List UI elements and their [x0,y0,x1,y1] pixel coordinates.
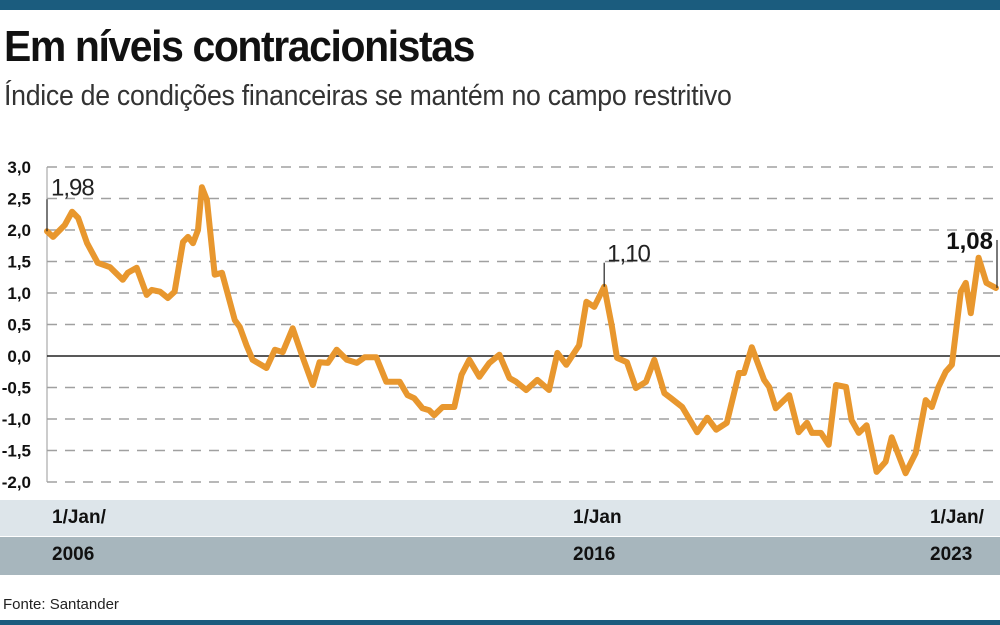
bottom-accent-bar [0,620,1000,625]
y-tick-label: 0,0 [7,347,31,366]
x-tick-label-line2: 2006 [52,544,95,565]
x-tick-label-line2: 2023 [930,544,973,565]
annotation-start-value: 1,98 [51,174,94,201]
y-tick-label: 2,0 [7,221,31,240]
top-accent-bar [0,0,1000,10]
x-axis-band-date [0,500,1000,536]
x-tick-label-line1: 1/Jan/ [52,507,106,528]
source-note: Fonte: Santander [3,596,119,613]
y-tick-label: -1,0 [2,410,31,429]
y-tick-label: 3,0 [7,158,31,177]
y-tick-label: 1,0 [7,284,31,303]
y-tick-label: 1,5 [7,253,31,272]
y-tick-label: -1,5 [2,442,31,461]
chart-subtitle: Índice de condições financeiras se manté… [4,80,732,112]
annotation-2016-value: 1,10 [607,241,650,268]
y-tick-label: 2,5 [7,190,31,209]
annotation-latest-value: 1,08 [946,228,993,255]
x-axis-band-year [0,537,1000,575]
x-tick-label-line2: 2016 [573,544,616,565]
line-chart: 3,0 2,5 2,0 1,5 1,0 0,5 0,0 -0,5 -1,0 -1,5 -2,0 1,9… [2,158,1000,492]
x-tick-label-line1: 1/Jan [573,507,622,528]
series-line [44,184,999,477]
chart-title: Em níveis contracionistas [4,22,475,71]
y-tick-label: 0,5 [7,316,31,335]
y-tick-label: -0,5 [2,379,31,398]
y-tick-label: -2,0 [2,473,31,492]
x-tick-label-line1: 1/Jan/ [930,507,984,528]
